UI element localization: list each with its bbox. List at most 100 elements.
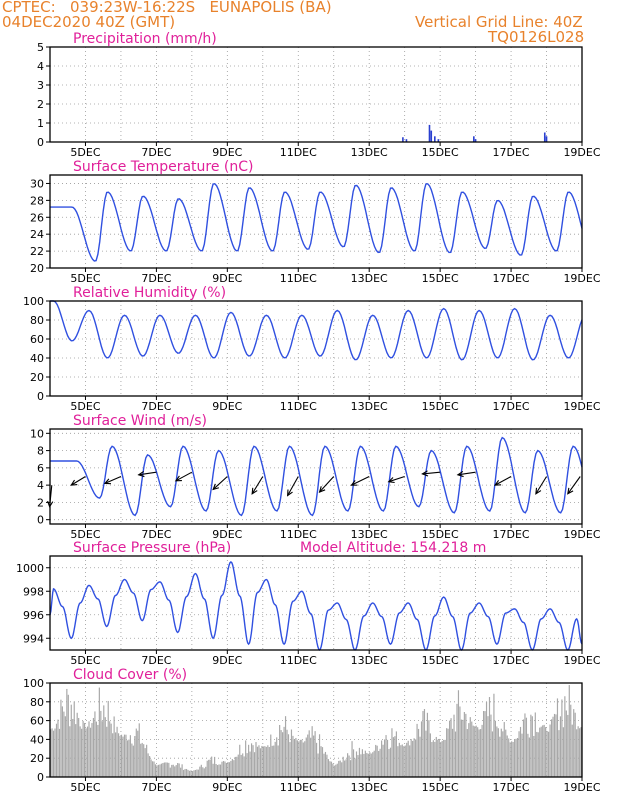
cloud-bar — [559, 716, 562, 777]
cloud-bar — [477, 727, 479, 777]
cloud-bar — [537, 732, 539, 777]
cloud-bar — [250, 743, 253, 777]
wind-arrow-head — [251, 487, 258, 495]
cloud-bar — [122, 736, 124, 777]
cloud-bar — [429, 733, 431, 777]
cloud-bar — [441, 740, 443, 777]
cloud-bar — [472, 725, 474, 777]
cloud-bar — [480, 729, 482, 777]
cloud-bar — [366, 752, 368, 777]
cloud-bar — [271, 745, 273, 777]
cloud-bar — [548, 731, 550, 777]
cloud-bar — [568, 685, 570, 777]
cloud-bar — [197, 769, 199, 777]
cloud-bar — [540, 726, 542, 777]
cloud-bar — [478, 729, 480, 777]
cloud-bar — [156, 765, 158, 777]
panel-title: Surface Temperature (nC) — [73, 159, 254, 175]
cloud-bar — [385, 735, 387, 777]
wind-arrow — [422, 471, 441, 475]
cloud-bar — [394, 736, 396, 777]
cloud-bar — [357, 755, 359, 777]
x-tick-label: 7DEC — [141, 146, 171, 159]
cloud-bar — [82, 720, 84, 777]
cloud-bar — [434, 741, 436, 777]
cloud-bar — [505, 729, 507, 777]
cloud-bar — [292, 735, 294, 777]
cloud-bar — [256, 746, 259, 777]
wind-arrow-head — [456, 470, 464, 478]
cloud-bar — [259, 748, 262, 777]
wind-arrow — [70, 476, 86, 486]
cloud-bar — [379, 748, 381, 777]
header-model: TQ0126L028 — [488, 28, 585, 46]
cloud-bar — [449, 720, 451, 777]
panel-frame — [49, 555, 583, 651]
cloud-bar — [508, 738, 510, 777]
cloud-bar — [131, 743, 133, 777]
cloud-bar — [219, 764, 222, 777]
y-tick-label: 24 — [30, 228, 44, 241]
cloud-bar — [188, 770, 191, 777]
y-tick-label: 100 — [23, 295, 44, 308]
wind-arrow — [535, 476, 548, 495]
x-tick-label: 13DEC — [351, 528, 388, 541]
cloud-bar — [70, 704, 72, 777]
x-tick-label: 13DEC — [351, 781, 388, 794]
cloud-bar — [349, 760, 352, 777]
cloud-bar — [490, 714, 492, 777]
cloud-bar — [58, 728, 61, 777]
cloud-bar — [243, 756, 245, 777]
y-tick-label: 20 — [30, 262, 44, 275]
cloud-bar — [277, 745, 279, 777]
y-tick-label: 3 — [37, 79, 44, 92]
cloud-bar — [157, 764, 160, 777]
cloud-bar — [561, 699, 563, 777]
cloud-bar — [577, 726, 579, 777]
y-tick-label: 22 — [30, 245, 44, 258]
cloud-bar — [208, 759, 210, 777]
cloud-bar — [141, 742, 143, 777]
y-tick-label: 998 — [23, 585, 44, 598]
wind-arrow — [138, 471, 157, 476]
cloud-bar — [493, 693, 495, 777]
wind-arrow — [319, 476, 335, 493]
cloud-bar — [107, 700, 109, 777]
cloud-bar — [352, 749, 355, 777]
wind-arrow-head — [567, 487, 574, 495]
cloud-bar — [373, 750, 375, 777]
cloud-bar — [225, 762, 228, 777]
cloud-bar — [410, 739, 412, 777]
cloud-bar — [143, 744, 145, 777]
cloud-bar — [310, 737, 312, 777]
cloud-bar — [112, 733, 114, 777]
cloud-bar — [79, 726, 81, 777]
cloud-bar — [361, 749, 363, 777]
cloud-bar — [432, 740, 434, 777]
cloud-bar — [370, 753, 372, 777]
cloud-bar — [153, 761, 155, 777]
y-tick-label: 26 — [30, 211, 44, 224]
cloud-bar — [134, 736, 136, 777]
cloud-bar — [515, 738, 517, 777]
cloud-bar — [126, 740, 129, 777]
cloud-bar — [364, 750, 366, 777]
cloud-bar — [460, 719, 462, 777]
precip-bar — [428, 124, 431, 142]
x-tick-label: 7DEC — [141, 272, 171, 285]
precip-bar — [473, 136, 475, 142]
precip-bar — [543, 132, 546, 142]
cloud-bar — [333, 765, 335, 777]
cloud-bar — [375, 744, 377, 777]
cloud-bar — [276, 737, 278, 777]
cloud-bar — [518, 731, 520, 777]
panel-frame — [49, 300, 583, 397]
cloud-bar — [100, 710, 102, 777]
cloud-bar — [512, 741, 514, 777]
cloud-bar — [147, 753, 149, 777]
cloud-bar — [358, 747, 361, 777]
cloud-bar — [372, 752, 374, 777]
cloud-bar — [420, 721, 423, 777]
wind-arrow-head — [137, 470, 145, 478]
y-tick-label: 994 — [23, 632, 44, 645]
